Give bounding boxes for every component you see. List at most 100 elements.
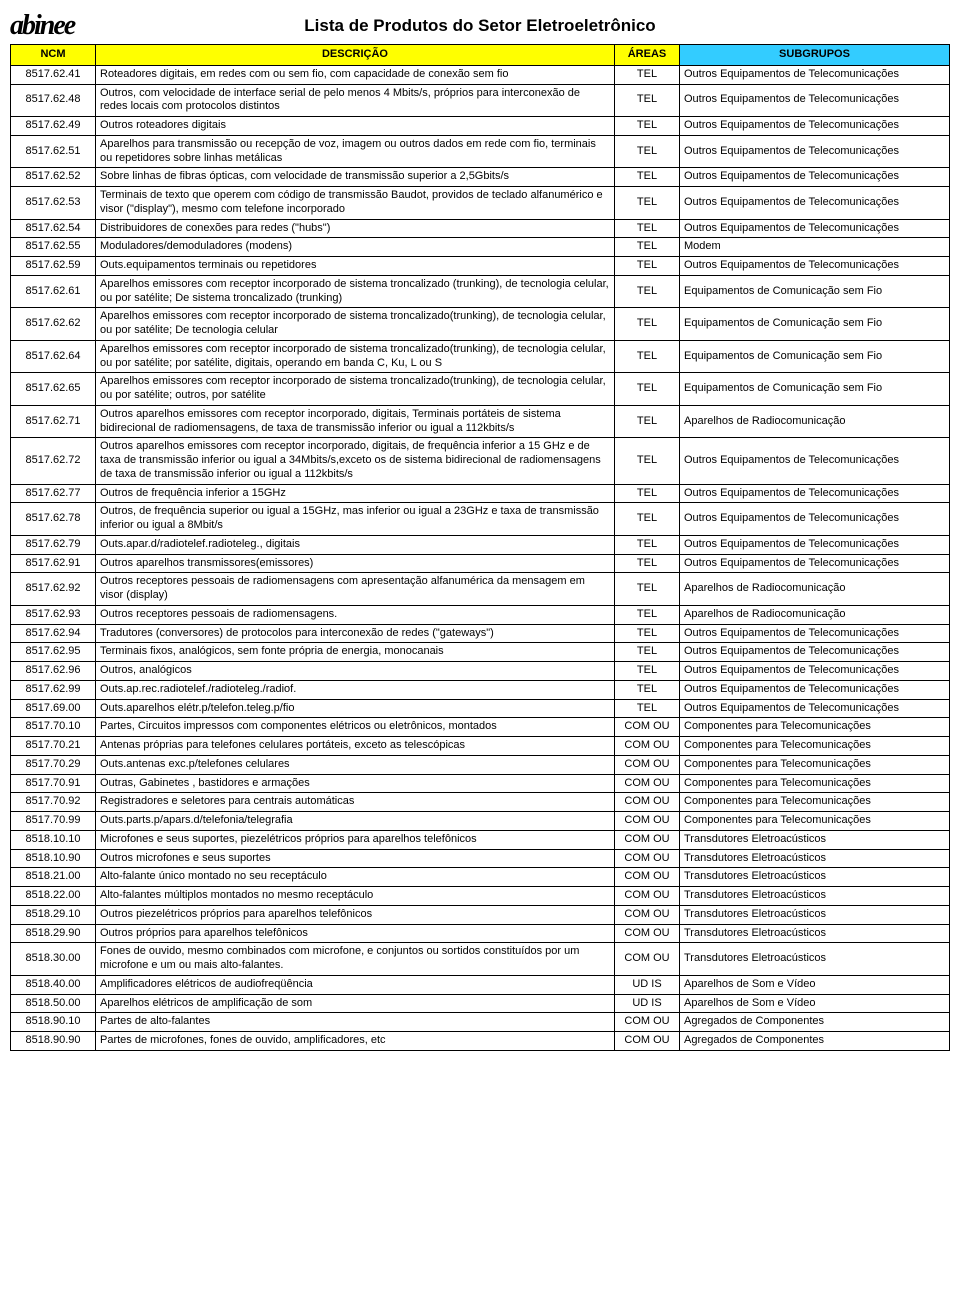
cell-ncm: 8517.62.48 [11, 84, 96, 117]
cell-desc: Partes, Circuitos impressos com componen… [96, 718, 615, 737]
cell-desc: Partes de alto-falantes [96, 1013, 615, 1032]
cell-ncm: 8517.62.95 [11, 643, 96, 662]
cell-desc: Fones de ouvido, mesmo combinados com mi… [96, 943, 615, 976]
table-row: 8517.62.54Distribuidores de conexões par… [11, 219, 950, 238]
cell-desc: Outs.ap.rec.radiotelef./radioteleg./radi… [96, 680, 615, 699]
cell-sub: Componentes para Telecomunicações [680, 774, 950, 793]
cell-sub: Componentes para Telecomunicações [680, 737, 950, 756]
cell-desc: Sobre linhas de fibras ópticas, com velo… [96, 168, 615, 187]
cell-sub: Outros Equipamentos de Telecomunicações [680, 187, 950, 220]
cell-sub: Outros Equipamentos de Telecomunicações [680, 699, 950, 718]
cell-sub: Outros Equipamentos de Telecomunicações [680, 554, 950, 573]
cell-desc: Outros aparelhos transmissores(emissores… [96, 554, 615, 573]
table-row: 8517.62.93Outros receptores pessoais de … [11, 605, 950, 624]
cell-area: COM OU [615, 905, 680, 924]
cell-desc: Outs.antenas exc.p/telefones celulares [96, 755, 615, 774]
table-row: 8517.62.72Outros aparelhos emissores com… [11, 438, 950, 484]
cell-sub: Aparelhos de Som e Vídeo [680, 975, 950, 994]
cell-sub: Outros Equipamentos de Telecomunicações [680, 117, 950, 136]
cell-desc: Aparelhos para transmissão ou recepção d… [96, 135, 615, 168]
cell-area: TEL [615, 662, 680, 681]
products-table: NCM DESCRIÇÃO ÁREAS SUBGRUPOS 8517.62.41… [10, 44, 950, 1051]
table-row: 8517.62.49Outros roteadores digitaisTELO… [11, 117, 950, 136]
cell-ncm: 8517.62.92 [11, 573, 96, 606]
cell-ncm: 8518.29.90 [11, 924, 96, 943]
cell-ncm: 8518.90.90 [11, 1032, 96, 1051]
table-row: 8518.10.10Microfones e seus suportes, pi… [11, 830, 950, 849]
table-row: 8517.62.94Tradutores (conversores) de pr… [11, 624, 950, 643]
table-row: 8517.62.53Terminais de texto que operem … [11, 187, 950, 220]
cell-sub: Transdutores Eletroacústicos [680, 905, 950, 924]
cell-area: TEL [615, 605, 680, 624]
table-row: 8517.70.92Registradores e seletores para… [11, 793, 950, 812]
cell-desc: Registradores e seletores para centrais … [96, 793, 615, 812]
cell-sub: Outros Equipamentos de Telecomunicações [680, 484, 950, 503]
cell-desc: Microfones e seus suportes, piezelétrico… [96, 830, 615, 849]
cell-ncm: 8517.62.94 [11, 624, 96, 643]
cell-ncm: 8517.62.61 [11, 275, 96, 308]
table-row: 8517.62.92Outros receptores pessoais de … [11, 573, 950, 606]
header-sub: SUBGRUPOS [680, 45, 950, 66]
cell-sub: Aparelhos de Radiocomunicação [680, 405, 950, 438]
cell-ncm: 8518.21.00 [11, 868, 96, 887]
header-desc: DESCRIÇÃO [96, 45, 615, 66]
cell-area: TEL [615, 238, 680, 257]
cell-ncm: 8517.62.53 [11, 187, 96, 220]
table-row: 8517.70.21Antenas próprias para telefone… [11, 737, 950, 756]
header-ncm: NCM [11, 45, 96, 66]
cell-area: TEL [615, 624, 680, 643]
table-row: 8517.62.71Outros aparelhos emissores com… [11, 405, 950, 438]
cell-desc: Outros próprios para aparelhos telefônic… [96, 924, 615, 943]
cell-desc: Alto-falante único montado no seu recept… [96, 868, 615, 887]
cell-area: TEL [615, 535, 680, 554]
cell-sub: Outros Equipamentos de Telecomunicações [680, 168, 950, 187]
cell-desc: Outros aparelhos emissores com receptor … [96, 438, 615, 484]
document-header: abinee Lista de Produtos do Setor Eletro… [10, 10, 950, 42]
cell-area: TEL [615, 405, 680, 438]
cell-ncm: 8517.70.99 [11, 812, 96, 831]
cell-area: TEL [615, 135, 680, 168]
table-row: 8518.90.90Partes de microfones, fones de… [11, 1032, 950, 1051]
cell-ncm: 8517.62.54 [11, 219, 96, 238]
cell-area: TEL [615, 554, 680, 573]
cell-desc: Outros piezelétricos próprios para apare… [96, 905, 615, 924]
cell-ncm: 8517.62.78 [11, 503, 96, 536]
cell-ncm: 8517.62.65 [11, 373, 96, 406]
cell-desc: Alto-falantes múltiplos montados no mesm… [96, 887, 615, 906]
cell-ncm: 8517.62.96 [11, 662, 96, 681]
table-row: 8517.70.91Outras, Gabinetes , bastidores… [11, 774, 950, 793]
cell-desc: Roteadores digitais, em redes com ou sem… [96, 65, 615, 84]
cell-ncm: 8517.62.55 [11, 238, 96, 257]
cell-desc: Outs.parts.p/apars.d/telefonia/telegrafi… [96, 812, 615, 831]
table-row: 8517.70.10Partes, Circuitos impressos co… [11, 718, 950, 737]
cell-desc: Outros receptores pessoais de radiomensa… [96, 573, 615, 606]
table-row: 8517.70.99Outs.parts.p/apars.d/telefonia… [11, 812, 950, 831]
table-row: 8517.62.77Outros de frequência inferior … [11, 484, 950, 503]
cell-desc: Outros roteadores digitais [96, 117, 615, 136]
cell-ncm: 8517.62.77 [11, 484, 96, 503]
cell-area: COM OU [615, 774, 680, 793]
cell-ncm: 8518.90.10 [11, 1013, 96, 1032]
cell-ncm: 8517.70.21 [11, 737, 96, 756]
cell-desc: Outros, com velocidade de interface seri… [96, 84, 615, 117]
cell-desc: Aparelhos emissores com receptor incorpo… [96, 373, 615, 406]
cell-sub: Outros Equipamentos de Telecomunicações [680, 65, 950, 84]
cell-area: COM OU [615, 1032, 680, 1051]
cell-area: COM OU [615, 943, 680, 976]
cell-sub: Componentes para Telecomunicações [680, 793, 950, 812]
cell-ncm: 8517.62.49 [11, 117, 96, 136]
cell-area: COM OU [615, 849, 680, 868]
cell-ncm: 8517.62.64 [11, 340, 96, 373]
cell-ncm: 8517.62.93 [11, 605, 96, 624]
cell-area: UD IS [615, 975, 680, 994]
cell-ncm: 8517.62.62 [11, 308, 96, 341]
cell-desc: Moduladores/demoduladores (modens) [96, 238, 615, 257]
cell-ncm: 8518.40.00 [11, 975, 96, 994]
cell-ncm: 8517.69.00 [11, 699, 96, 718]
cell-sub: Outros Equipamentos de Telecomunicações [680, 219, 950, 238]
cell-sub: Outros Equipamentos de Telecomunicações [680, 135, 950, 168]
table-row: 8518.21.00Alto-falante único montado no … [11, 868, 950, 887]
cell-desc: Outs.aparelhos elétr.p/telefon.teleg.p/f… [96, 699, 615, 718]
cell-area: TEL [615, 84, 680, 117]
cell-area: COM OU [615, 887, 680, 906]
